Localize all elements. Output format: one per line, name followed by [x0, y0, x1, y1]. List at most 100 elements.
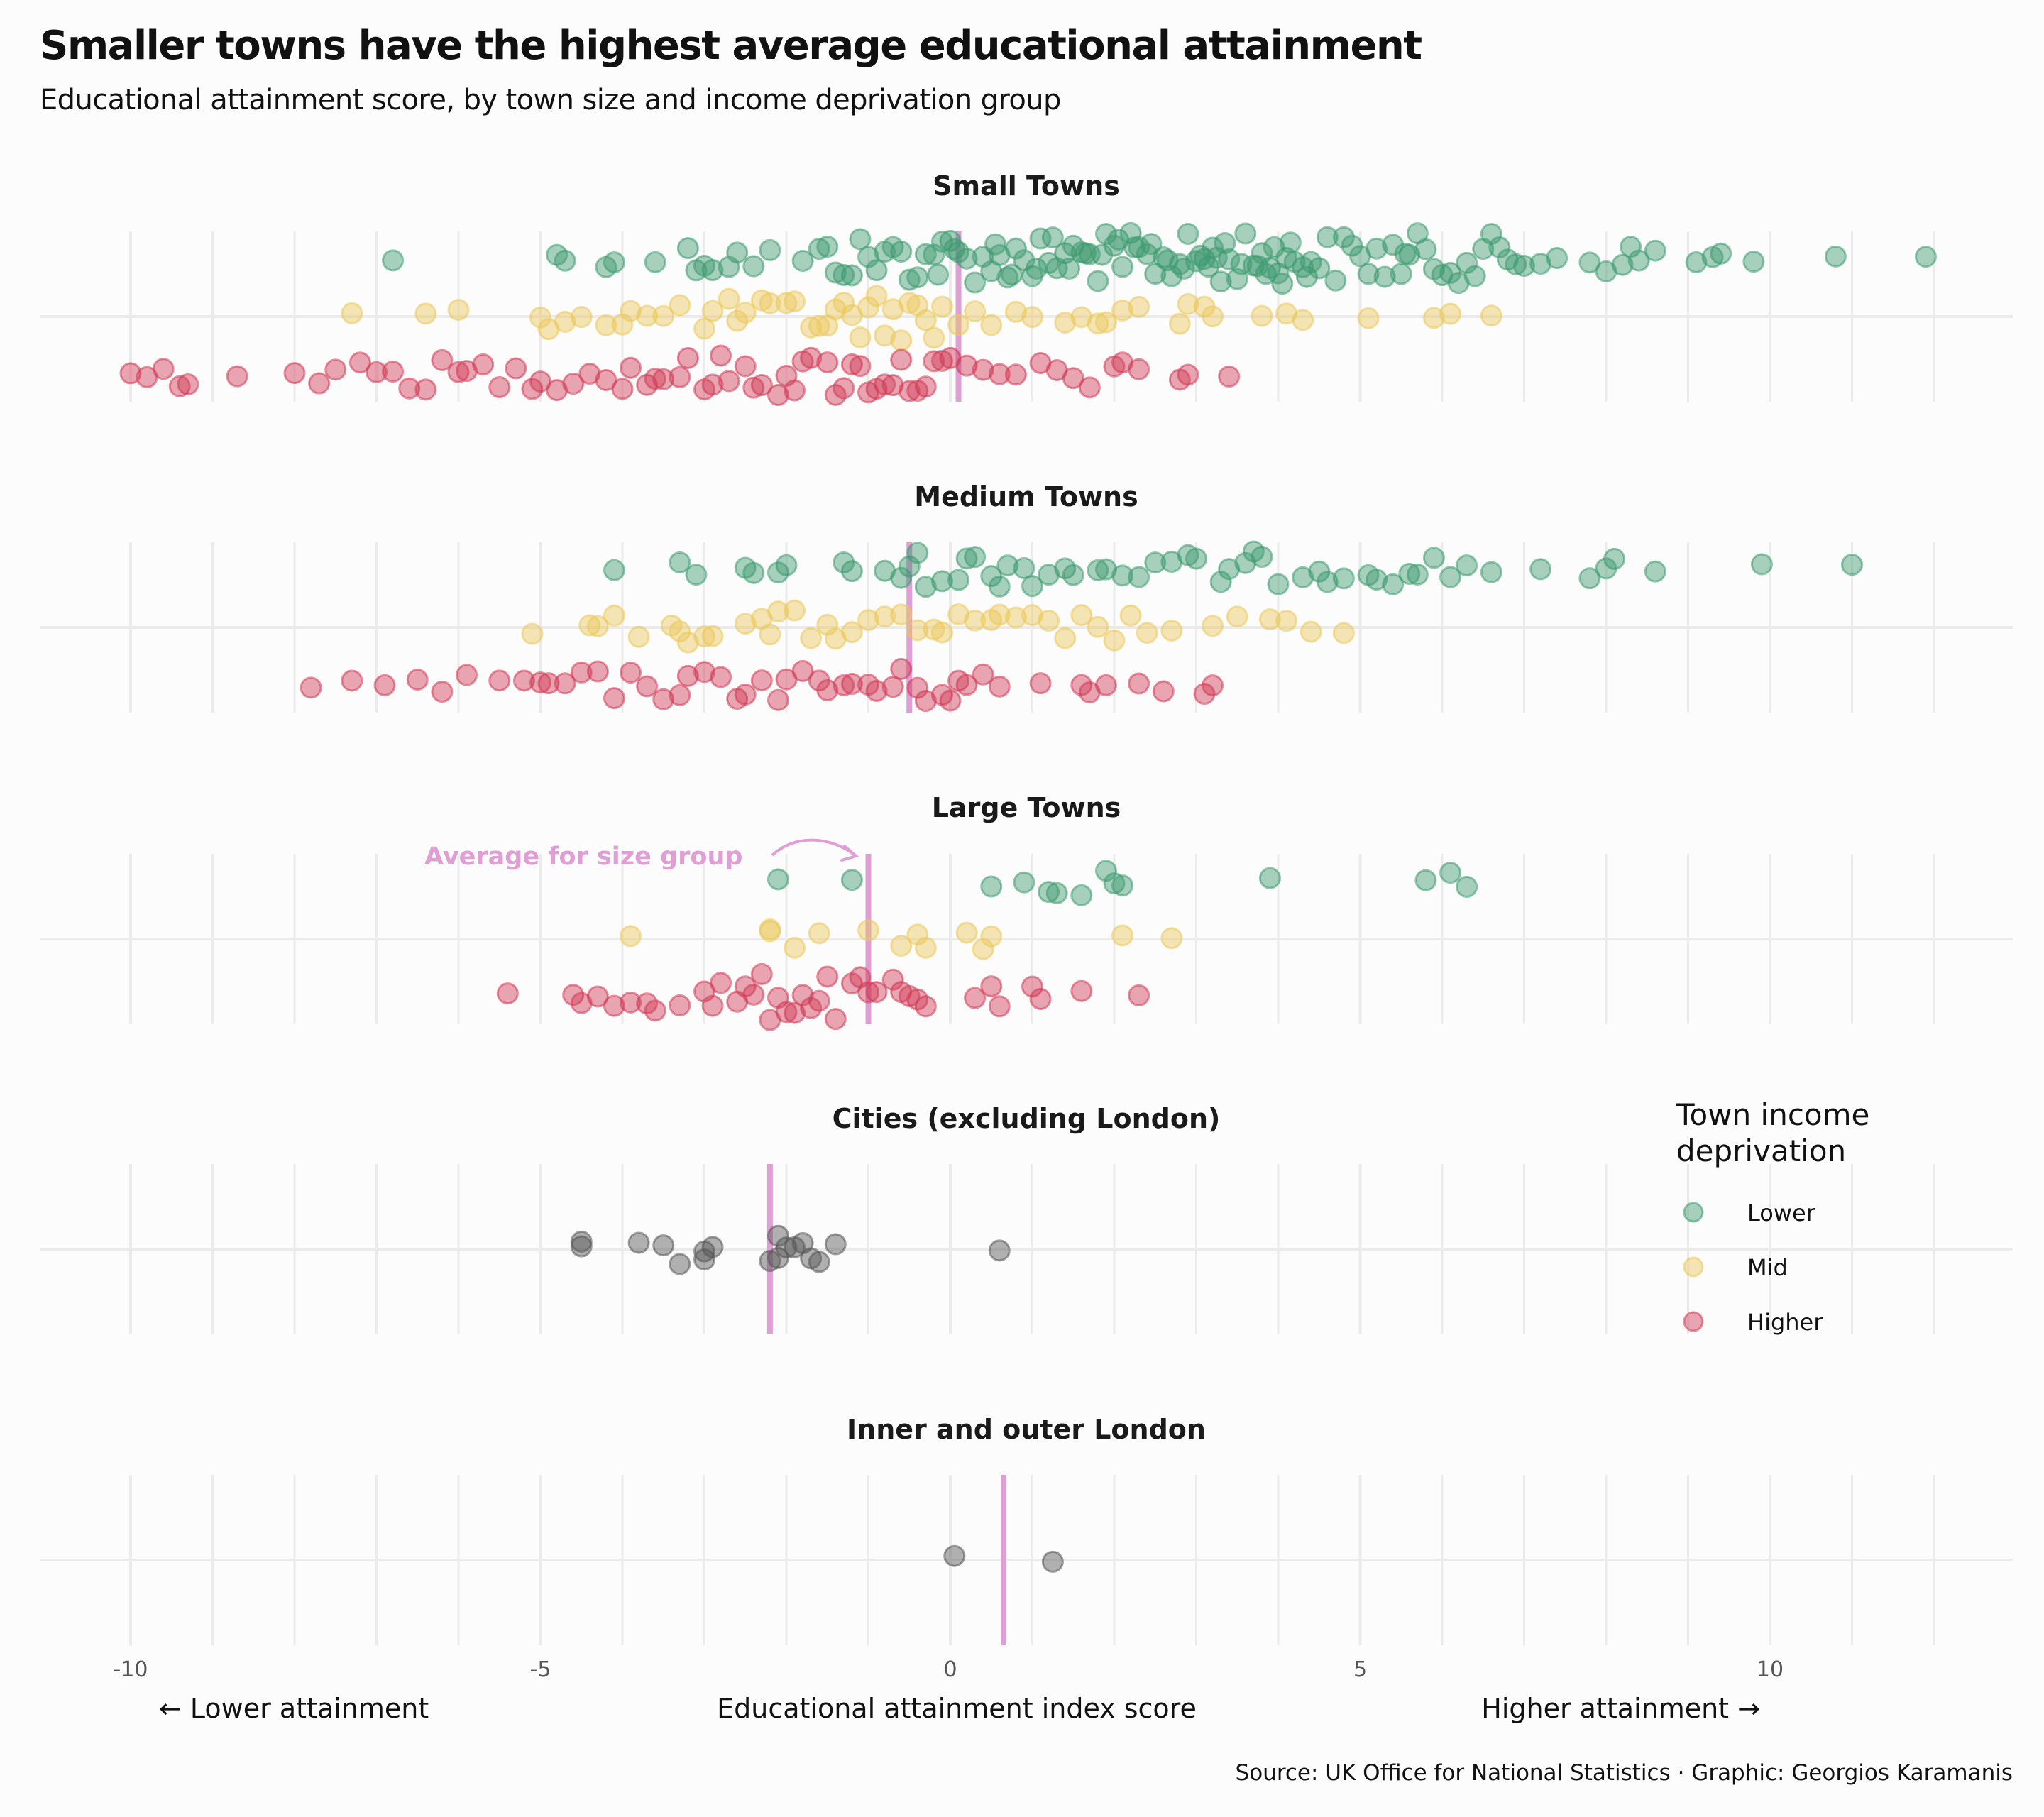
legend-swatch-higher — [1683, 1311, 1704, 1332]
data-point-mid — [521, 622, 544, 645]
data-point-all — [693, 1248, 715, 1270]
panel-title: Medium Towns — [914, 481, 1138, 512]
data-point-lower — [988, 575, 1011, 598]
legend-title-line2: deprivation — [1676, 1133, 1846, 1168]
data-point-higher — [857, 981, 879, 1004]
data-point-mid — [766, 600, 789, 623]
data-point-higher — [701, 373, 724, 396]
data-point-lower — [1094, 860, 1117, 882]
data-point-mid — [1070, 604, 1093, 627]
data-point-mid — [914, 936, 937, 959]
data-point-lower — [1750, 553, 1773, 576]
data-point-lower — [914, 576, 937, 598]
data-point-higher — [955, 674, 978, 696]
data-point-higher — [521, 378, 544, 400]
data-point-lower — [1382, 573, 1405, 595]
annotation-text: Average for size group — [424, 842, 742, 871]
data-point-higher — [906, 676, 929, 699]
data-point-all — [1041, 1550, 1064, 1573]
data-point-mid — [1128, 295, 1150, 318]
data-point-mid — [890, 603, 913, 626]
data-point-mid — [1480, 304, 1502, 327]
data-point-higher — [652, 368, 675, 390]
data-point-lower — [1841, 554, 1863, 576]
data-point-lower — [898, 268, 921, 291]
data-point-mid — [726, 309, 749, 332]
data-point-higher — [791, 984, 814, 1006]
data-point-mid — [1160, 619, 1183, 642]
data-point-higher — [693, 661, 715, 684]
data-point-mid — [734, 301, 757, 324]
data-point-mid — [1004, 300, 1027, 323]
data-point-lower — [930, 570, 953, 593]
data-point-mid — [1021, 306, 1043, 329]
data-point-lower — [1087, 270, 1109, 292]
data-point-lower — [1267, 573, 1290, 595]
data-point-mid — [586, 615, 609, 637]
data-point-higher — [168, 375, 191, 397]
data-point-mid — [1258, 608, 1281, 631]
data-point-mid — [833, 291, 855, 314]
data-point-lower — [1463, 265, 1486, 287]
data-point-higher — [669, 684, 691, 706]
data-point-mid — [784, 599, 806, 622]
data-point-mid — [857, 296, 879, 319]
data-point-mid — [620, 300, 642, 322]
data-point-higher — [890, 657, 913, 680]
data-point-mid — [1094, 311, 1117, 334]
data-point-higher — [1070, 674, 1093, 696]
data-point-higher — [554, 672, 576, 695]
data-point-lower — [742, 561, 765, 584]
data-point-lower — [1357, 263, 1380, 285]
data-point-lower — [1218, 248, 1241, 270]
data-point-lower — [1456, 875, 1478, 898]
data-point-lower — [840, 560, 863, 583]
data-point-lower — [1611, 253, 1634, 276]
data-point-higher — [562, 372, 585, 395]
data-point-mid — [1251, 304, 1273, 327]
data-point-mid — [1160, 927, 1183, 950]
data-point-mid — [1103, 629, 1126, 652]
legend-label-higher: Higher — [1747, 1309, 1823, 1336]
data-point-lower — [1209, 571, 1232, 593]
data-point-lower — [1414, 238, 1437, 260]
data-point-higher — [603, 994, 625, 1017]
data-point-higher — [710, 344, 732, 367]
data-point-all — [775, 1236, 798, 1259]
data-point-higher — [840, 673, 863, 696]
point-layer — [119, 221, 1937, 1573]
data-point-lower — [1529, 253, 1552, 275]
data-point-higher — [1062, 367, 1084, 390]
data-point-higher — [833, 674, 855, 696]
data-point-higher — [833, 377, 855, 400]
data-point-higher — [611, 378, 634, 400]
data-point-lower — [1013, 871, 1035, 894]
data-point-mid — [718, 287, 740, 310]
data-point-mid — [627, 625, 650, 648]
data-point-lower — [1422, 547, 1445, 569]
data-point-lower — [1488, 236, 1511, 258]
data-point-mid — [636, 304, 659, 327]
data-point-higher — [512, 669, 535, 692]
data-point-mid — [676, 631, 699, 654]
data-point-higher — [988, 675, 1011, 698]
x-axis-left-label: ← Lower attainment — [159, 1693, 429, 1724]
data-point-mid — [620, 925, 642, 948]
data-point-lower — [1644, 239, 1666, 262]
data-point-higher — [1152, 680, 1175, 703]
data-point-higher — [923, 350, 945, 373]
data-point-mid — [1300, 620, 1322, 643]
data-point-mid — [784, 290, 806, 313]
data-point-all — [652, 1234, 675, 1257]
data-point-lower — [1041, 226, 1064, 249]
x-tick-label: 5 — [1353, 1657, 1367, 1682]
data-point-mid — [980, 925, 1003, 948]
data-point-higher — [816, 679, 839, 702]
data-point-higher — [734, 355, 757, 378]
data-point-higher — [586, 985, 609, 1008]
data-point-higher — [800, 346, 823, 369]
data-point-all — [988, 1239, 1011, 1262]
data-point-lower — [1529, 558, 1552, 581]
data-point-lower — [927, 263, 950, 286]
data-point-higher — [496, 982, 519, 1005]
